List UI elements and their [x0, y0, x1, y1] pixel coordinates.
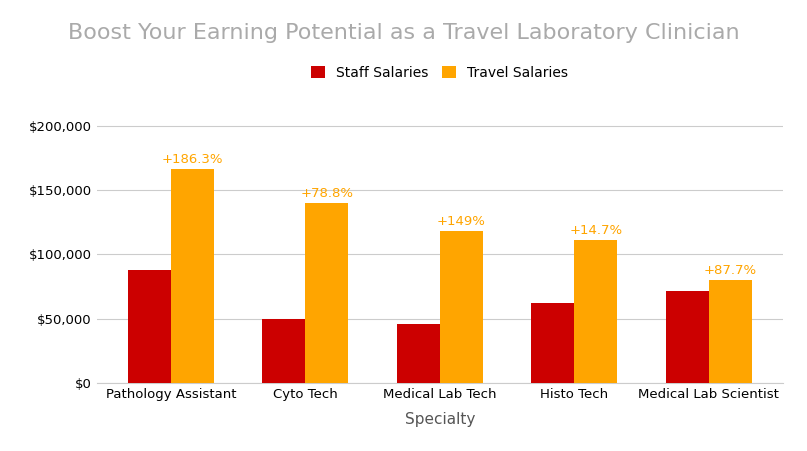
Legend: Staff Salaries, Travel Salaries: Staff Salaries, Travel Salaries	[306, 60, 574, 85]
Bar	[305, 203, 349, 383]
Bar	[440, 231, 483, 383]
Text: Boost Your Earning Potential as a Travel Laboratory Clinician: Boost Your Earning Potential as a Travel…	[68, 23, 739, 42]
Text: +87.7%: +87.7%	[704, 264, 757, 277]
Bar	[575, 240, 617, 383]
Text: +149%: +149%	[437, 215, 486, 228]
Bar	[709, 280, 751, 383]
Bar	[397, 324, 440, 383]
X-axis label: Specialty: Specialty	[404, 412, 475, 427]
Bar	[171, 170, 214, 383]
Text: +14.7%: +14.7%	[569, 224, 622, 237]
Text: +186.3%: +186.3%	[161, 153, 224, 166]
Bar	[128, 270, 171, 383]
Bar	[666, 290, 709, 383]
Bar	[531, 304, 575, 383]
Text: +78.8%: +78.8%	[300, 187, 353, 200]
Bar	[262, 319, 305, 383]
